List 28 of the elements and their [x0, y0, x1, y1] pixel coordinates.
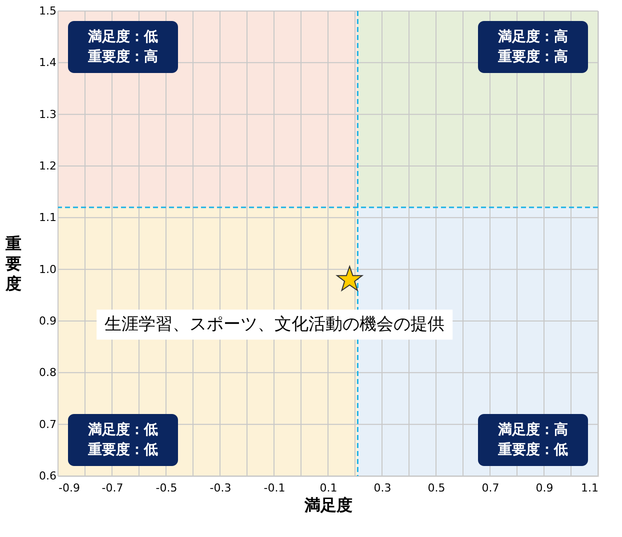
x-tick-label: -0.1	[264, 482, 286, 494]
annotation: 満足度：低重要度：高	[87, 28, 158, 65]
x-tick-label: 0.3	[374, 482, 392, 494]
annotation: 満足度：高重要度：高	[497, 28, 568, 65]
x-tick-label: 0.9	[536, 482, 554, 494]
y-tick-label: 1.0	[39, 262, 56, 276]
x-tick-label: -0.3	[210, 482, 232, 494]
annotation: 満足度：低重要度：低	[87, 421, 158, 458]
annotation: 満足度：高重要度：低	[497, 421, 568, 458]
y-tick-label: 0.9	[39, 314, 56, 328]
x-tick-label: 0.7	[482, 482, 500, 494]
x-tick-label: 0.1	[320, 482, 338, 494]
y-tick-label: 1.2	[39, 160, 56, 172]
y-tick-label: 0.6	[39, 470, 56, 482]
x-tick-label: -0.5	[156, 482, 178, 494]
annotation: 生涯学習、スポーツ、文化活動の機会の提供	[104, 314, 445, 335]
x-tick-label: 0.5	[428, 482, 446, 494]
y-axis-title: 重要度	[4, 234, 22, 293]
y-tick-label: 0.8	[39, 366, 56, 380]
x-tick-label: -0.9	[58, 482, 80, 494]
x-axis-title: 満足度	[304, 496, 352, 514]
y-tick-label: 0.7	[39, 418, 56, 431]
y-tick-label: 1.1	[39, 211, 56, 224]
y-tick-label: 1.3	[39, 108, 56, 121]
y-tick-label: 1.4	[39, 56, 56, 70]
y-tick-label: 1.5	[39, 4, 56, 18]
x-tick-label: 1.1	[581, 482, 598, 494]
x-tick-label: -0.7	[102, 482, 124, 494]
